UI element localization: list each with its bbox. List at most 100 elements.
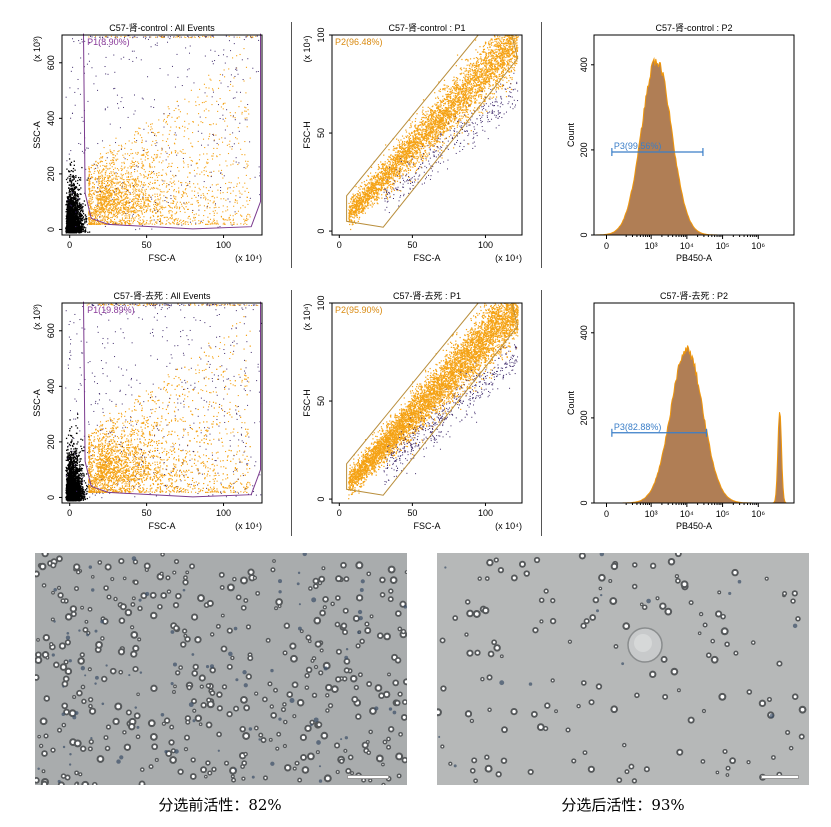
event-point: [73, 188, 75, 190]
event-point: [231, 148, 233, 150]
event-point: [116, 211, 118, 213]
event-point: [112, 222, 114, 224]
event-point: [74, 224, 76, 227]
event-point: [154, 179, 156, 181]
event-point: [205, 108, 207, 110]
event-point: [166, 220, 168, 222]
event-point: [166, 174, 168, 176]
event-point: [150, 171, 152, 173]
event-point: [154, 223, 156, 225]
event-point: [141, 213, 143, 215]
event-point: [93, 187, 95, 189]
event-point: [176, 206, 178, 208]
event-point: [75, 209, 77, 211]
event-point: [133, 209, 135, 212]
event-point: [115, 187, 117, 190]
event-point: [142, 164, 144, 166]
event-point: [137, 133, 139, 135]
event-point: [93, 208, 95, 210]
event-point: [76, 201, 78, 204]
event-point: [79, 206, 81, 208]
event-point: [95, 213, 97, 216]
event-point: [111, 180, 113, 182]
event-point: [154, 187, 156, 189]
event-point: [98, 173, 100, 175]
event-point: [132, 210, 134, 212]
event-point: [214, 222, 216, 224]
event-point: [124, 207, 126, 209]
event-point: [78, 184, 81, 186]
event-point: [235, 161, 237, 163]
event-point: [126, 194, 128, 196]
event-point: [112, 221, 114, 223]
event-point: [66, 221, 68, 224]
event-point: [93, 168, 95, 170]
event-point: [174, 143, 176, 145]
event-point: [79, 220, 82, 222]
event-point: [129, 214, 131, 216]
event-point: [222, 223, 224, 225]
event-point: [97, 194, 99, 196]
event-point: [174, 150, 176, 152]
event-point: [134, 189, 136, 191]
event-point: [150, 216, 152, 218]
event-point: [198, 104, 200, 106]
event-point: [77, 206, 79, 208]
event-point: [234, 199, 237, 201]
event-point: [182, 158, 184, 160]
event-point: [160, 223, 162, 225]
event-point: [225, 117, 227, 119]
event-point: [188, 101, 190, 103]
event-point: [184, 98, 186, 100]
event-point: [130, 167, 132, 169]
event-point: [223, 222, 225, 224]
event-point: [223, 218, 225, 220]
event-point: [81, 150, 83, 152]
event-point: [140, 200, 142, 202]
event-point: [243, 223, 245, 225]
event-point: [127, 167, 129, 169]
event-point: [143, 223, 145, 225]
event-point: [199, 173, 201, 175]
event-point: [98, 210, 100, 212]
event-point: [200, 221, 202, 223]
event-point: [160, 215, 163, 217]
event-point: [216, 147, 218, 149]
event-point: [116, 176, 118, 178]
event-point: [69, 204, 71, 207]
event-point: [73, 178, 75, 180]
event-point: [75, 228, 77, 230]
event-point: [100, 196, 102, 198]
event-point: [68, 226, 70, 228]
event-point: [121, 218, 123, 220]
event-point: [175, 134, 177, 136]
event-point: [72, 188, 75, 191]
event-point: [96, 223, 98, 225]
event-point: [123, 188, 126, 190]
event-point: [133, 113, 135, 115]
event-point: [79, 225, 81, 227]
event-point: [67, 201, 69, 203]
event-point: [191, 203, 194, 205]
event-point: [152, 194, 154, 196]
event-point: [197, 113, 200, 115]
event-point: [209, 200, 211, 202]
event-point: [89, 178, 91, 181]
event-point: [81, 217, 84, 219]
event-point: [128, 215, 130, 217]
event-point: [99, 191, 101, 193]
event-point: [92, 220, 94, 222]
event-point: [194, 186, 196, 188]
event-point: [233, 223, 235, 225]
event-point: [178, 190, 180, 192]
event-point: [224, 76, 226, 78]
event-point: [93, 186, 95, 188]
event-point: [98, 44, 100, 46]
event-point: [90, 178, 92, 180]
event-point: [183, 135, 185, 138]
event-point: [78, 232, 81, 234]
event-point: [69, 212, 71, 215]
event-point: [218, 206, 220, 208]
event-point: [197, 192, 199, 194]
